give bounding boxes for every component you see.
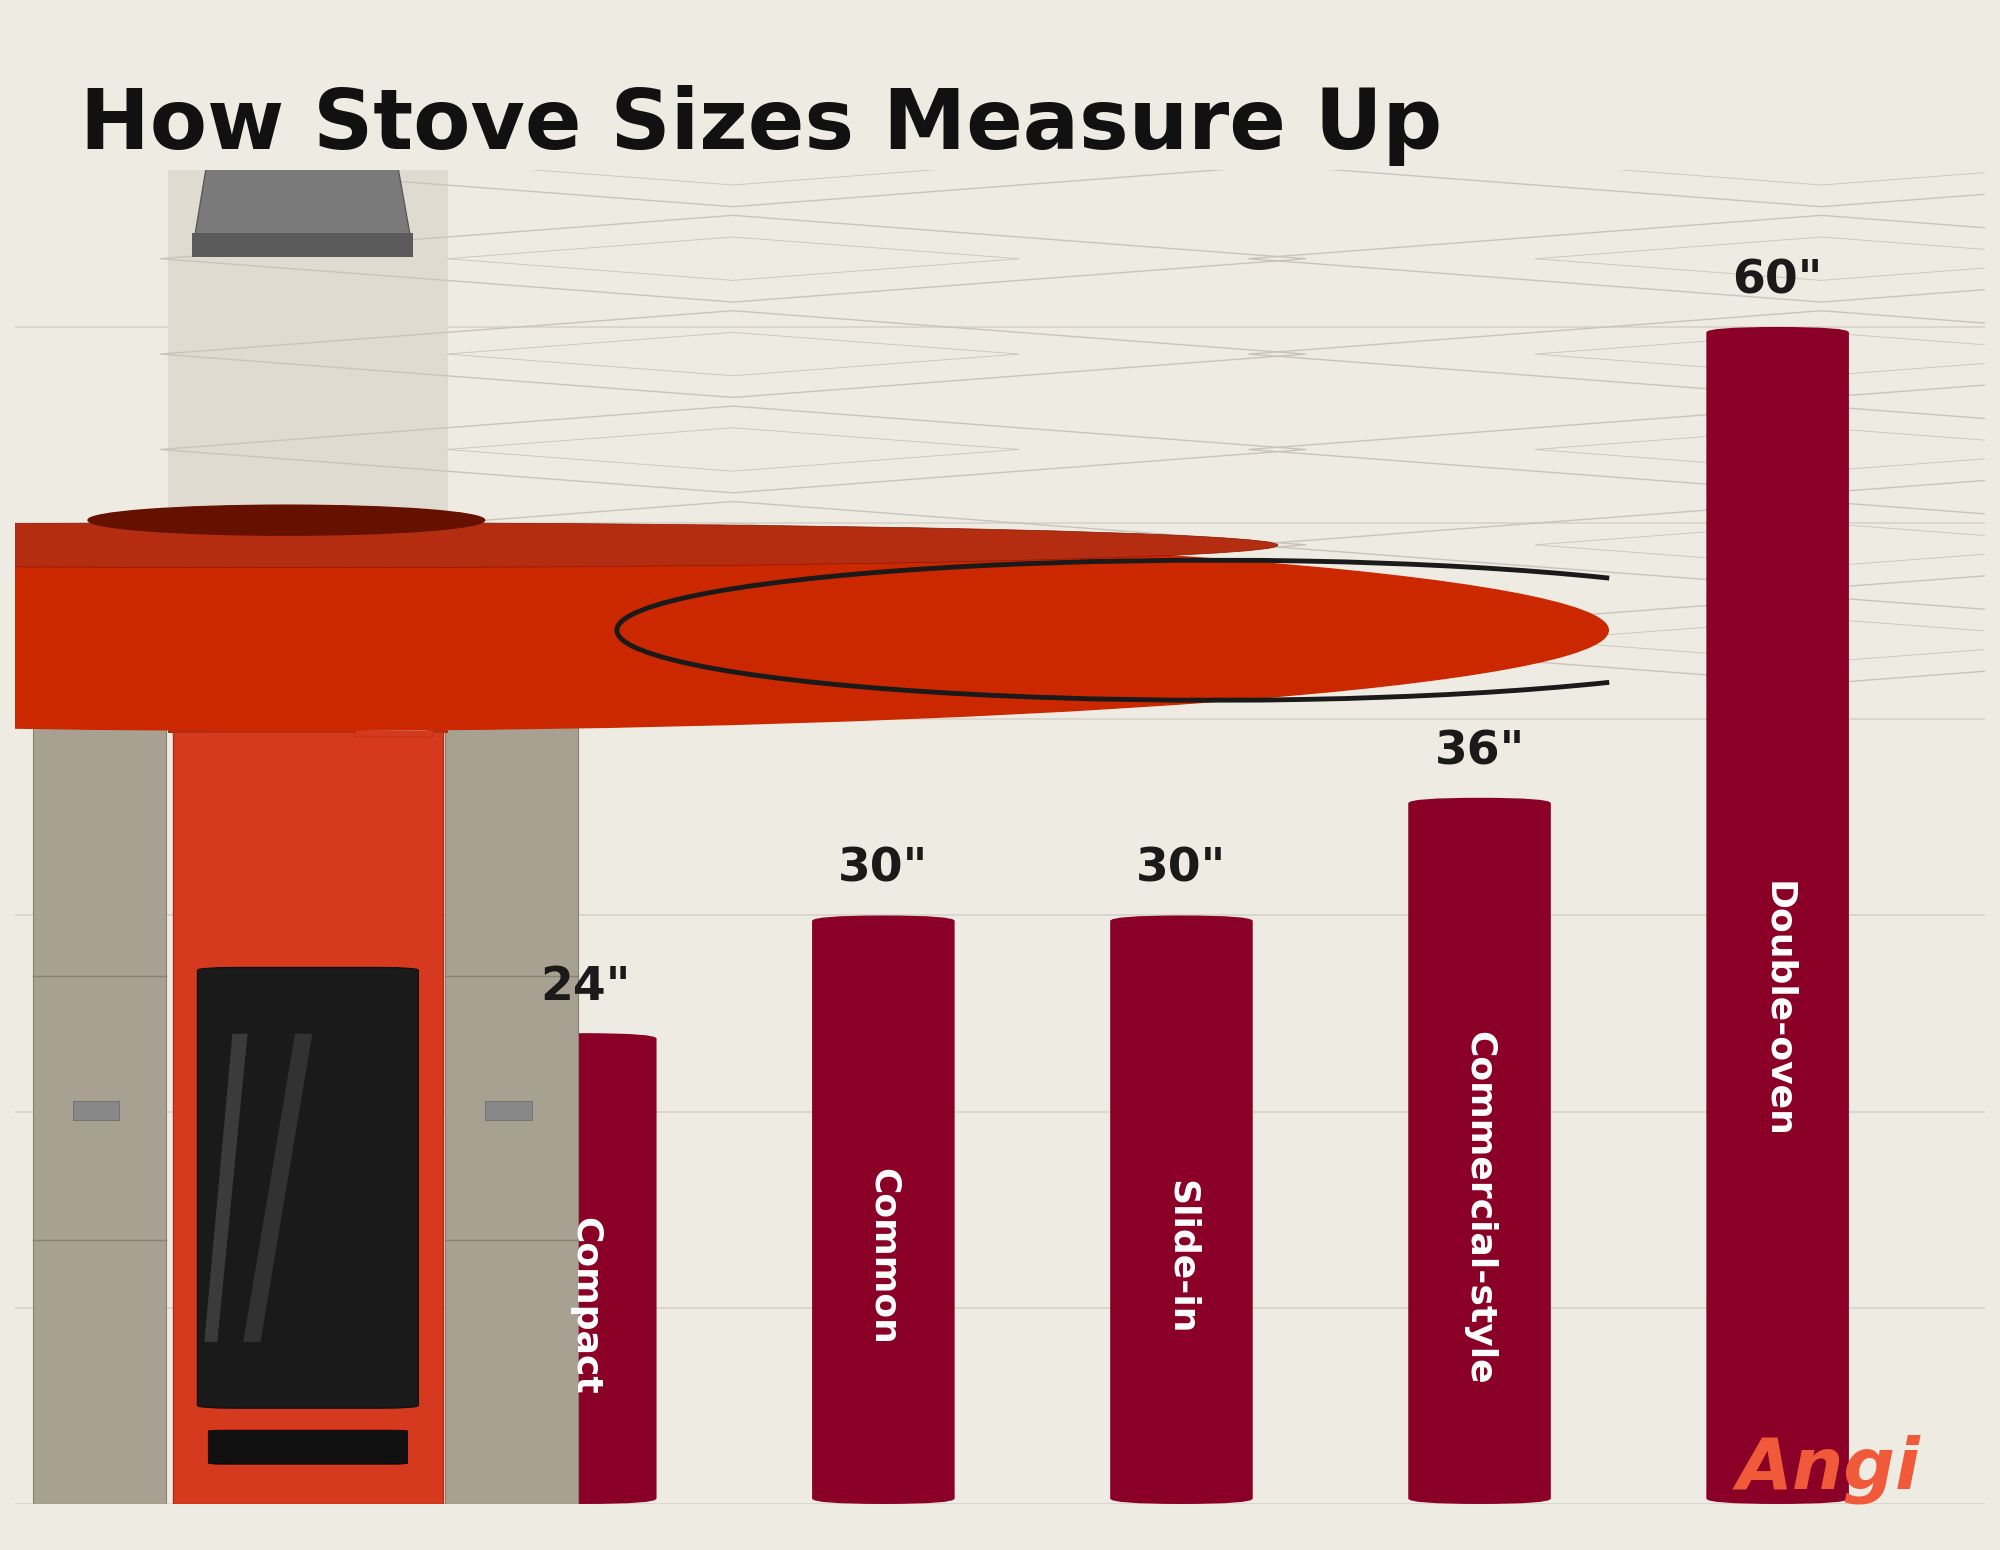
Bar	[34, 704, 166, 1504]
Text: Compact: Compact	[568, 1217, 602, 1395]
Bar	[192, 232, 412, 257]
FancyBboxPatch shape	[1706, 327, 1848, 1504]
Text: 24": 24"	[540, 964, 630, 1009]
Text: 30": 30"	[838, 846, 928, 891]
FancyBboxPatch shape	[514, 1034, 656, 1504]
FancyBboxPatch shape	[356, 687, 434, 738]
Bar	[174, 704, 442, 1504]
FancyBboxPatch shape	[208, 1431, 408, 1465]
Ellipse shape	[0, 522, 1278, 567]
Text: How Stove Sizes Measure Up: How Stove Sizes Measure Up	[80, 85, 1442, 166]
Circle shape	[132, 687, 484, 713]
Polygon shape	[194, 9, 410, 237]
Bar	[168, 0, 448, 690]
FancyBboxPatch shape	[198, 967, 418, 1407]
Text: Slide-in: Slide-in	[1164, 1180, 1198, 1335]
Circle shape	[0, 676, 530, 724]
Polygon shape	[204, 1034, 248, 1342]
Bar	[266, 9, 336, 160]
Circle shape	[0, 530, 1608, 730]
Text: 30": 30"	[1136, 846, 1226, 891]
Text: Double-oven: Double-oven	[1760, 882, 1794, 1138]
FancyBboxPatch shape	[1408, 798, 1550, 1504]
Text: 36": 36"	[1434, 728, 1524, 773]
Bar	[30, 674, 584, 704]
Bar	[446, 704, 578, 1504]
Circle shape	[38, 687, 390, 713]
Text: Common: Common	[866, 1169, 900, 1345]
Text: 60": 60"	[1732, 259, 1822, 304]
Text: Commercial-style: Commercial-style	[1462, 1031, 1496, 1384]
Circle shape	[0, 676, 626, 724]
FancyBboxPatch shape	[812, 916, 954, 1504]
FancyBboxPatch shape	[1110, 916, 1252, 1504]
FancyBboxPatch shape	[362, 693, 428, 730]
Circle shape	[0, 676, 576, 724]
Text: Angi: Angi	[1736, 1434, 1920, 1504]
Bar	[486, 1100, 532, 1119]
Circle shape	[88, 505, 484, 535]
Circle shape	[84, 687, 436, 713]
Bar	[72, 1100, 120, 1119]
Bar	[168, 696, 448, 733]
Polygon shape	[244, 1034, 312, 1342]
